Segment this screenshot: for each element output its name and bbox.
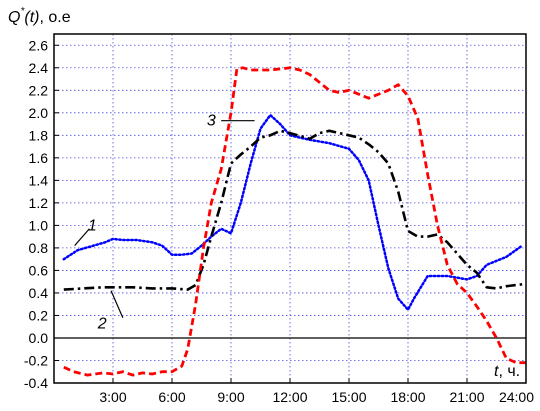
y-axis-label-sup: * — [20, 6, 25, 17]
y-tick-label: 1.2 — [29, 195, 49, 211]
y-tick-label: 1.6 — [29, 150, 49, 166]
grid — [54, 34, 527, 384]
y-tick-label: 2.0 — [29, 105, 49, 121]
series-line-3 — [63, 66, 526, 377]
y-axis: -0.4 -0.2 0.0 0.2 0.4 0.6 0.8 1.0 1.2 1.4 1.6 1.8 2.… — [24, 37, 59, 391]
y-tick-label: 0.4 — [29, 285, 49, 301]
x-tick-label: 21:00 — [449, 389, 484, 405]
x-axis-label: t, ч. — [494, 363, 520, 380]
x-axis: 3:00 6:00 9:00 12:00 15:00 18:00 21:00 24:00 — [99, 378, 534, 405]
y-tick-label: 2.6 — [29, 37, 49, 53]
annotation-label-3: 3 — [207, 113, 216, 130]
annotation-label-2: 2 — [97, 315, 107, 332]
y-tick-label: 1.0 — [29, 217, 49, 233]
x-tick-label: 15:00 — [331, 389, 366, 405]
x-axis-label-var: t — [494, 363, 499, 380]
series-annotations: 1 2 3 — [74, 113, 255, 332]
x-axis-label-unit: , ч. — [498, 363, 520, 380]
y-axis-label: Q*(t), о.е — [8, 6, 71, 26]
y-tick-label: 2.2 — [29, 82, 49, 98]
y-axis-label-arg: (t) — [24, 9, 39, 26]
y-tick-label: 1.8 — [29, 127, 49, 143]
y-axis-label-unit: , о.е — [39, 9, 70, 26]
series-group — [62, 66, 527, 377]
y-tick-label: 0.8 — [29, 240, 49, 256]
x-tick-label: 3:00 — [99, 389, 126, 405]
annotation-label-1: 1 — [88, 217, 97, 234]
series-line-1 — [62, 113, 524, 312]
x-tick-label: 9:00 — [217, 389, 244, 405]
y-tick-label: -0.4 — [24, 375, 48, 391]
y-axis-label-main: Q — [8, 9, 20, 26]
series-line-2 — [63, 129, 527, 291]
y-tick-label: 0.0 — [29, 330, 49, 346]
x-tick-label: 12:00 — [272, 389, 307, 405]
y-tick-label: 0.2 — [29, 307, 49, 323]
annotation-leader-1 — [74, 228, 90, 247]
x-tick-label: 6:00 — [158, 389, 185, 405]
annotation-leader-2 — [110, 290, 124, 318]
y-tick-label: 0.6 — [29, 262, 49, 278]
x-tick-label: 18:00 — [390, 389, 425, 405]
x-tick-label: 24:00 — [499, 389, 534, 405]
y-tick-label: 2.4 — [29, 60, 49, 76]
y-tick-label: 1.4 — [29, 172, 49, 188]
y-tick-label: -0.2 — [24, 352, 48, 368]
